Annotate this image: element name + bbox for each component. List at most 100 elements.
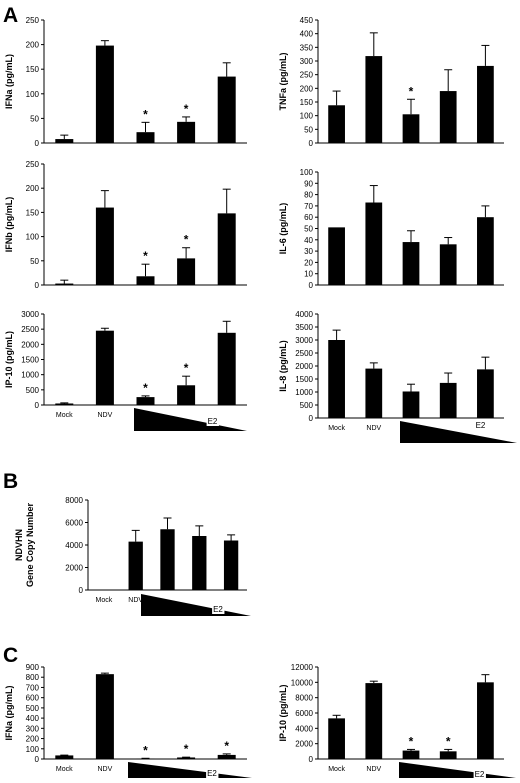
bar <box>328 105 345 143</box>
bar <box>365 56 383 143</box>
bar <box>402 750 420 759</box>
significance-star: * <box>184 102 189 116</box>
bar <box>55 403 74 405</box>
y-tick-label: 0 <box>35 281 40 290</box>
y-axis-label: IFNa (pg/mL) <box>4 54 14 109</box>
x-category-label: Mock <box>328 425 345 432</box>
y-tick-label: 150 <box>26 65 40 74</box>
y-tick-label: 0 <box>79 586 84 595</box>
chart-a-ip10: 0 500 1000 1500 2000 2500 3000 IP-10 (pg/mL) Moc… <box>4 310 247 419</box>
bar <box>95 45 114 143</box>
y-tick-label: 30 <box>304 247 313 256</box>
x-category-label: NDV <box>366 766 381 773</box>
chart-b-ndvhn: 0 2000 4000 6000 8000 NDVHN Gene Copy Number Mo… <box>14 496 247 604</box>
y-tick-label: 8000 <box>295 694 313 703</box>
dose-label: E2 <box>208 417 218 426</box>
y-tick-label: 0 <box>309 755 314 764</box>
bar <box>477 217 494 285</box>
bar <box>477 369 494 418</box>
y-tick-label: 900 <box>26 663 40 672</box>
y-tick-label: 2500 <box>295 349 313 358</box>
bar <box>439 244 457 285</box>
y-tick-label: 1500 <box>295 375 313 384</box>
x-category-label: Mock <box>328 766 345 773</box>
bar <box>217 213 236 285</box>
x-category-label: NDV <box>98 766 113 773</box>
chart-c-ip10: 0 2000 4000 6000 8000 10000 12000 IP-10 (pg/mL)… <box>278 663 504 773</box>
y-axis-label: TNFa (pg/mL) <box>278 53 288 111</box>
significance-star: * <box>446 734 451 748</box>
bar <box>365 368 383 418</box>
y-tick-label: 100 <box>26 745 40 754</box>
dose-label: E2 <box>476 421 486 430</box>
significance-star: * <box>143 107 148 121</box>
bar <box>217 76 236 143</box>
significance-star: * <box>184 233 189 247</box>
bar <box>217 754 236 759</box>
y-tick-label: 200 <box>26 735 40 744</box>
bar <box>365 683 383 759</box>
y-tick-label: 10 <box>304 270 313 279</box>
y-tick-label: 100 <box>26 90 40 99</box>
panel-letter-a: A <box>3 4 18 27</box>
y-tick-label: 1000 <box>21 371 39 380</box>
bar <box>136 132 155 143</box>
y-tick-label: 0 <box>309 139 314 148</box>
significance-star: * <box>143 249 148 263</box>
y-tick-label: 3000 <box>295 336 313 345</box>
chart-a-ifna: 0 50 100 150 200 250 IFNa (pg/mL) * * <box>4 16 247 148</box>
y-tick-label: 300 <box>26 724 40 733</box>
bar <box>136 276 155 285</box>
bar <box>328 340 345 418</box>
y-tick-label: 0 <box>35 755 40 764</box>
y-axis-label: IP-10 (pg/mL) <box>4 331 14 388</box>
significance-star: * <box>143 381 148 395</box>
y-tick-label: 100 <box>300 112 314 121</box>
y-tick-label: 1500 <box>21 356 39 365</box>
bar <box>55 755 74 759</box>
bar <box>217 332 236 405</box>
y-tick-label: 20 <box>304 258 313 267</box>
chart-a-ifnb: 0 50 100 150 200 250 IFNb (pg/mL) * * <box>4 160 247 290</box>
y-tick-label: 2000 <box>21 340 39 349</box>
y-axis-label: IP-10 (pg/mL) <box>278 684 288 741</box>
y-tick-label: 200 <box>26 41 40 50</box>
bar <box>55 283 74 285</box>
y-tick-label: 8000 <box>65 496 83 505</box>
chart-a-tnfa: 0 50 100 150 200 250 300 350 400 450 TNFa (pg/mL) * <box>278 16 504 148</box>
y-tick-label: 60 <box>304 213 313 222</box>
bar <box>328 718 345 759</box>
y-tick-label: 10000 <box>291 678 314 687</box>
y-tick-label: 450 <box>300 16 314 25</box>
bar <box>95 674 114 759</box>
bar <box>477 682 494 759</box>
y-tick-label: 100 <box>26 233 40 242</box>
bar <box>136 758 155 760</box>
y-tick-label: 500 <box>300 401 314 410</box>
dose-wedge <box>141 594 251 616</box>
y-tick-label: 2000 <box>65 564 83 573</box>
y-tick-label: 400 <box>26 714 40 723</box>
y-tick-label: 800 <box>26 673 40 682</box>
dose-label: E2 <box>213 605 223 614</box>
y-axis-label: IFNa (pg/mL) <box>4 686 14 741</box>
bar <box>55 139 74 143</box>
y-tick-label: 3000 <box>21 310 39 319</box>
y-tick-label: 500 <box>26 386 40 395</box>
bar <box>365 202 383 285</box>
bar <box>177 757 196 759</box>
dose-wedge <box>134 408 247 431</box>
bar <box>177 258 196 285</box>
y-tick-label: 200 <box>26 184 40 193</box>
dose-label-bg <box>206 417 219 426</box>
bar <box>477 65 494 143</box>
dose-label-bg <box>206 769 219 778</box>
y-tick-label: 50 <box>304 125 313 134</box>
y-tick-label: 50 <box>304 225 313 234</box>
y-tick-label: 2000 <box>295 740 313 749</box>
y-tick-label: 50 <box>30 257 39 266</box>
y-tick-label: 6000 <box>65 519 83 528</box>
panel-letter-b: B <box>3 470 18 493</box>
bar <box>95 207 114 285</box>
